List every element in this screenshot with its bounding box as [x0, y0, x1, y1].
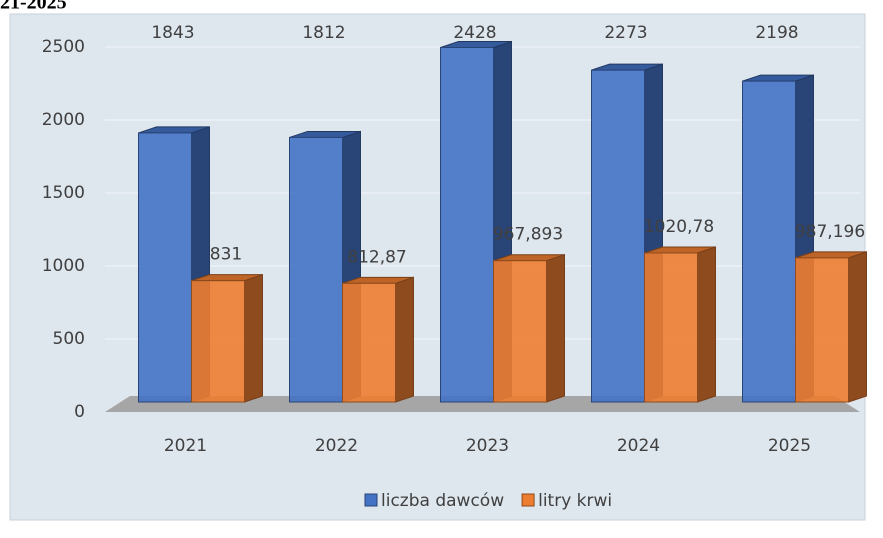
bar-front [289, 136, 343, 403]
data-label: 987,196 [795, 222, 865, 242]
bar-front [493, 260, 547, 403]
bar-side [848, 251, 867, 403]
data-label: 2273 [604, 23, 647, 43]
bar [493, 253, 565, 403]
data-label: 2428 [453, 23, 496, 43]
y-tick-label: 1500 [42, 183, 85, 203]
legend-swatch [521, 493, 535, 507]
bar-front [742, 80, 796, 403]
bar-front [591, 69, 645, 403]
legend-label: litry krwi [538, 491, 612, 511]
y-tick-label: 2500 [42, 37, 85, 57]
bar [342, 276, 414, 403]
bar-front [342, 282, 396, 403]
data-label: 2198 [755, 23, 798, 43]
bar-front [138, 132, 192, 403]
bar-side [395, 276, 414, 403]
bar-front [191, 280, 245, 403]
x-tick-label: 2023 [466, 436, 509, 456]
data-label: 1843 [151, 23, 194, 43]
bar [795, 251, 867, 403]
y-tick-label: 1000 [42, 256, 85, 276]
x-tick-label: 2024 [617, 436, 660, 456]
bar-front [795, 257, 849, 403]
legend-label: liczba dawców [381, 491, 504, 511]
bar-side [244, 273, 263, 403]
data-label: 831 [210, 245, 242, 265]
bar [644, 246, 716, 403]
x-tick-label: 2021 [164, 436, 207, 456]
bar-front [440, 47, 494, 403]
y-tick-label: 500 [53, 329, 85, 349]
data-label: 1812 [302, 23, 345, 43]
data-label: 812,87 [347, 247, 406, 267]
data-label: 967,893 [493, 225, 563, 245]
bar-side [697, 246, 716, 403]
y-tick-label: 0 [74, 402, 85, 422]
bar [191, 273, 263, 403]
y-tick-label: 2000 [42, 110, 85, 130]
data-label: 1020,78 [644, 217, 714, 237]
x-tick-label: 2022 [315, 436, 358, 456]
bar-side [546, 253, 565, 403]
chart-title: 21-2025 [0, 0, 67, 14]
legend-swatch [364, 493, 378, 507]
bar-front [644, 252, 698, 403]
x-tick-label: 2025 [768, 436, 811, 456]
